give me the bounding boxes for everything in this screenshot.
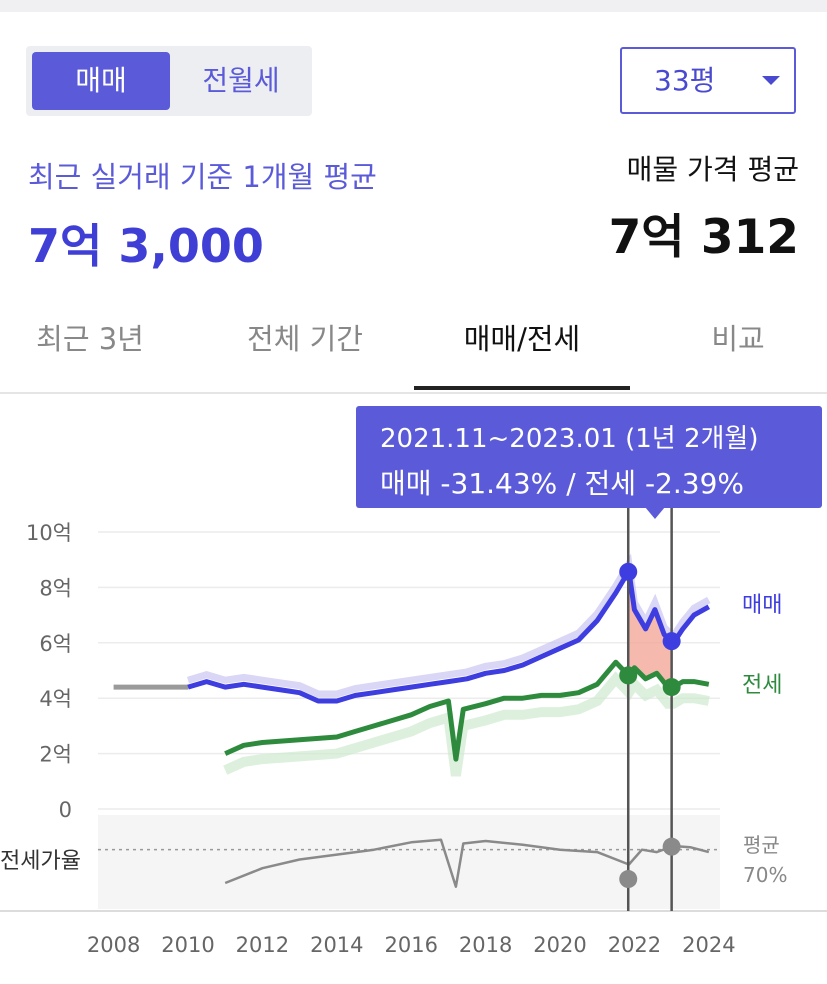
trade-type-toggle: 매매 전월세: [26, 46, 312, 116]
x-tick-label: 2018: [459, 933, 512, 957]
ratio-avg-label: 평균: [743, 833, 780, 857]
ratio-end-point: [662, 837, 681, 856]
listing-price-label: 매물 가격 평균: [626, 153, 799, 186]
size-select-value: 33평: [654, 64, 716, 97]
y-tick-label: 4억: [39, 687, 72, 711]
tab-recent-3y[interactable]: 최근 3년: [36, 322, 144, 356]
y-tick-label: 0: [59, 798, 72, 822]
sale-start-point: [619, 562, 638, 581]
recent-price-value: 7억 3,000: [28, 219, 264, 273]
y-tick-label: 8억: [39, 576, 72, 600]
ratio-label: 전세가율: [0, 849, 81, 874]
period-tooltip: 2021.11~2023.01 (1년 2개월) 매매 -31.43% / 전세…: [356, 406, 822, 508]
price-chart[interactable]: 10억 8억 6억 4억 2억 0 2008 2010 2012 2014 2016 2018 2020…: [0, 500, 827, 984]
tab-rent[interactable]: 전월세: [202, 64, 280, 97]
ticks-layer: 10억 8억 6억 4억 2억 0 2008 2010 2012 2014 2016 2018 2020…: [26, 521, 736, 957]
x-tick-label: 2012: [236, 933, 289, 957]
listing-price-value: 7억 312: [608, 210, 799, 265]
x-tick-label: 2010: [161, 933, 214, 957]
sale-range-band: [187, 553, 711, 698]
ratio-panel-bg: [98, 815, 720, 909]
sale-end-point: [662, 632, 681, 651]
x-tick-label: 2024: [682, 933, 735, 957]
tooltip-period: 2021.11~2023.01 (1년 2개월): [380, 424, 759, 454]
jeonse-range-band: [223, 671, 710, 777]
jeonse-end-point: [662, 678, 681, 697]
sale-series-label: 매매: [742, 593, 782, 618]
ratio-series-line: [224, 838, 710, 888]
sale-series-line: [187, 568, 711, 704]
chevron-down-icon: [762, 76, 780, 85]
price-drop-area: [628, 571, 672, 688]
x-tick-label: 2020: [533, 933, 586, 957]
tooltip-arrow: [645, 507, 665, 519]
series-layer: [113, 553, 711, 888]
tab-sale[interactable]: 매매: [32, 52, 170, 110]
ratio-start-point: [619, 870, 638, 889]
jeonse-start-point: [619, 666, 638, 685]
y-tick-label: 6억: [39, 632, 72, 656]
tab-divider: [0, 392, 827, 394]
active-tab-indicator: [414, 386, 630, 390]
tooltip-change: 매매 -31.43% / 전세 -2.39%: [380, 467, 744, 500]
tab-sale-jeonse[interactable]: 매매/전세: [463, 322, 581, 356]
size-select[interactable]: 33평: [620, 47, 796, 114]
jeonse-series-label: 전세: [742, 673, 782, 698]
x-tick-label: 2022: [608, 933, 661, 957]
tab-all-period[interactable]: 전체 기간: [247, 322, 363, 356]
chart-grid: [0, 531, 827, 912]
top-strip: [0, 0, 827, 12]
x-tick-label: 2008: [87, 933, 140, 957]
recent-price-label: 최근 실거래 기준 1개월 평균: [28, 160, 377, 194]
tab-compare[interactable]: 비교: [711, 322, 765, 356]
ratio-avg-value: 70%: [743, 863, 787, 887]
y-tick-label: 10억: [26, 521, 72, 545]
y-tick-label: 2억: [39, 743, 72, 767]
points-layer: [619, 562, 681, 889]
jeonse-series-line: [224, 659, 710, 762]
x-tick-label: 2014: [310, 933, 363, 957]
x-tick-label: 2016: [384, 933, 437, 957]
